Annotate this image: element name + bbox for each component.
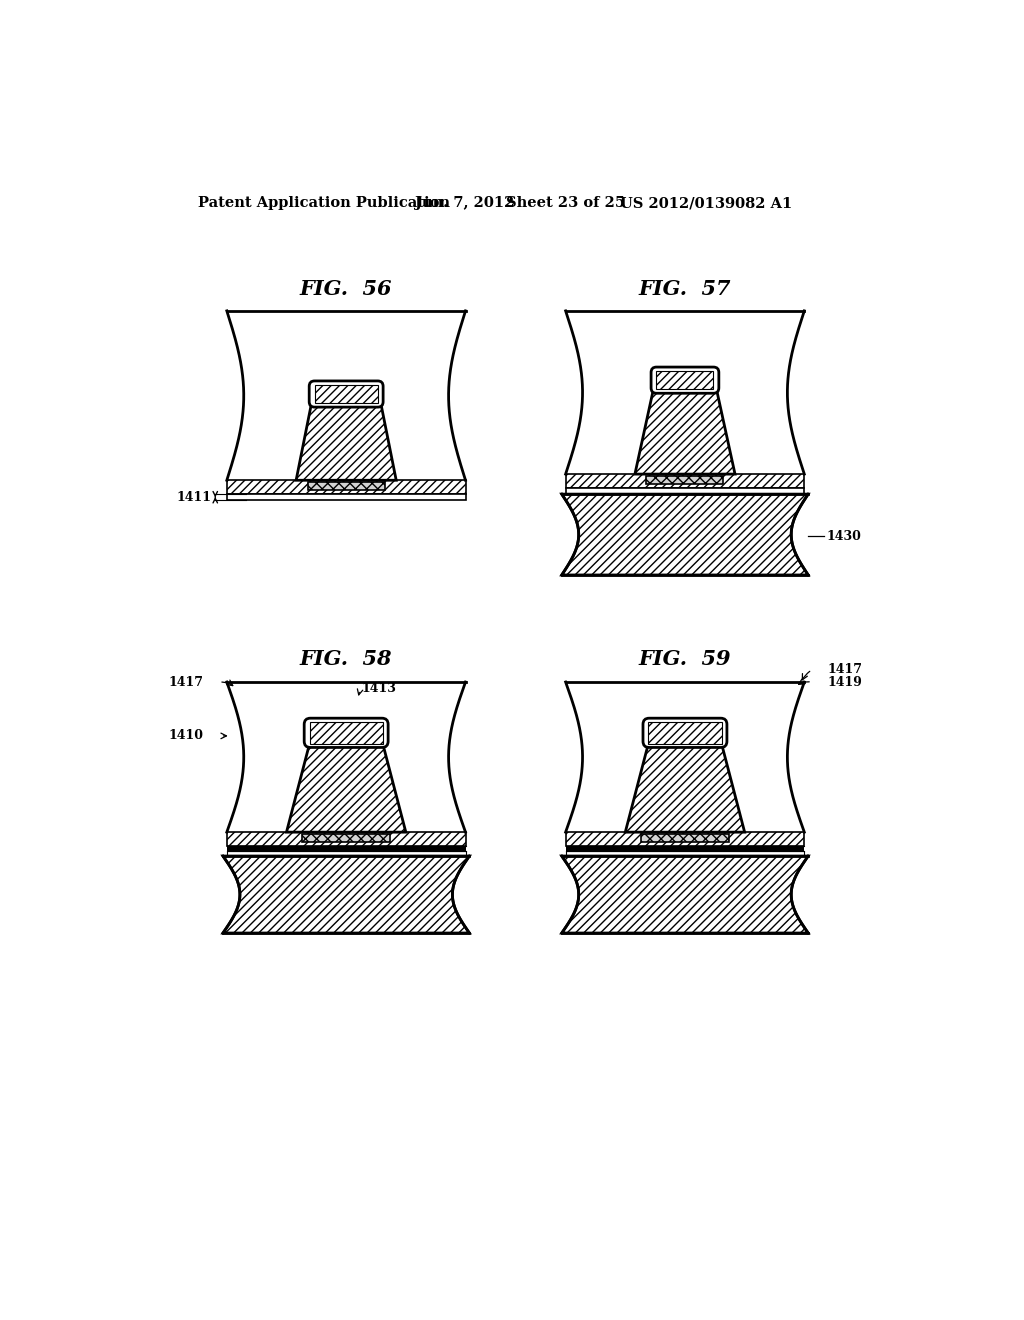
Text: 1410: 1410 bbox=[169, 730, 204, 742]
Text: 1413: 1413 bbox=[361, 681, 396, 694]
Text: Patent Application Publication: Patent Application Publication bbox=[198, 197, 450, 210]
Polygon shape bbox=[565, 474, 804, 488]
Bar bbox=[565, 846, 804, 850]
Polygon shape bbox=[626, 743, 744, 832]
Polygon shape bbox=[296, 404, 396, 480]
Text: 1417: 1417 bbox=[827, 663, 862, 676]
Text: Sheet 23 of 25: Sheet 23 of 25 bbox=[506, 197, 626, 210]
Text: US 2012/0139082 A1: US 2012/0139082 A1 bbox=[620, 197, 792, 210]
Bar bbox=[226, 850, 466, 857]
Polygon shape bbox=[635, 389, 735, 474]
Text: 1411: 1411 bbox=[176, 491, 211, 504]
Text: Jun. 7, 2012: Jun. 7, 2012 bbox=[416, 197, 515, 210]
Text: FIG.  59: FIG. 59 bbox=[639, 649, 731, 669]
Bar bbox=[565, 682, 804, 832]
Polygon shape bbox=[562, 857, 808, 933]
Bar bbox=[226, 494, 466, 500]
Bar bbox=[226, 846, 466, 850]
Polygon shape bbox=[646, 475, 724, 484]
Text: 1417: 1417 bbox=[169, 676, 204, 689]
FancyBboxPatch shape bbox=[643, 718, 727, 747]
Polygon shape bbox=[565, 832, 804, 846]
FancyBboxPatch shape bbox=[309, 381, 383, 407]
Text: 1430: 1430 bbox=[826, 529, 861, 543]
Polygon shape bbox=[226, 832, 466, 846]
Polygon shape bbox=[641, 834, 729, 842]
Polygon shape bbox=[307, 482, 385, 490]
Bar bbox=[565, 488, 804, 494]
Text: FIG.  58: FIG. 58 bbox=[300, 649, 392, 669]
Polygon shape bbox=[226, 480, 466, 494]
Text: 1419: 1419 bbox=[827, 676, 862, 689]
Bar bbox=[226, 682, 466, 832]
Text: FIG.  56: FIG. 56 bbox=[300, 280, 392, 300]
Bar bbox=[565, 312, 804, 474]
Polygon shape bbox=[223, 857, 469, 933]
FancyBboxPatch shape bbox=[651, 367, 719, 393]
Bar bbox=[565, 850, 804, 857]
FancyBboxPatch shape bbox=[304, 718, 388, 747]
Bar bbox=[226, 312, 466, 480]
Text: FIG.  57: FIG. 57 bbox=[639, 280, 731, 300]
Polygon shape bbox=[287, 743, 406, 832]
Polygon shape bbox=[302, 834, 390, 842]
Polygon shape bbox=[562, 494, 808, 576]
